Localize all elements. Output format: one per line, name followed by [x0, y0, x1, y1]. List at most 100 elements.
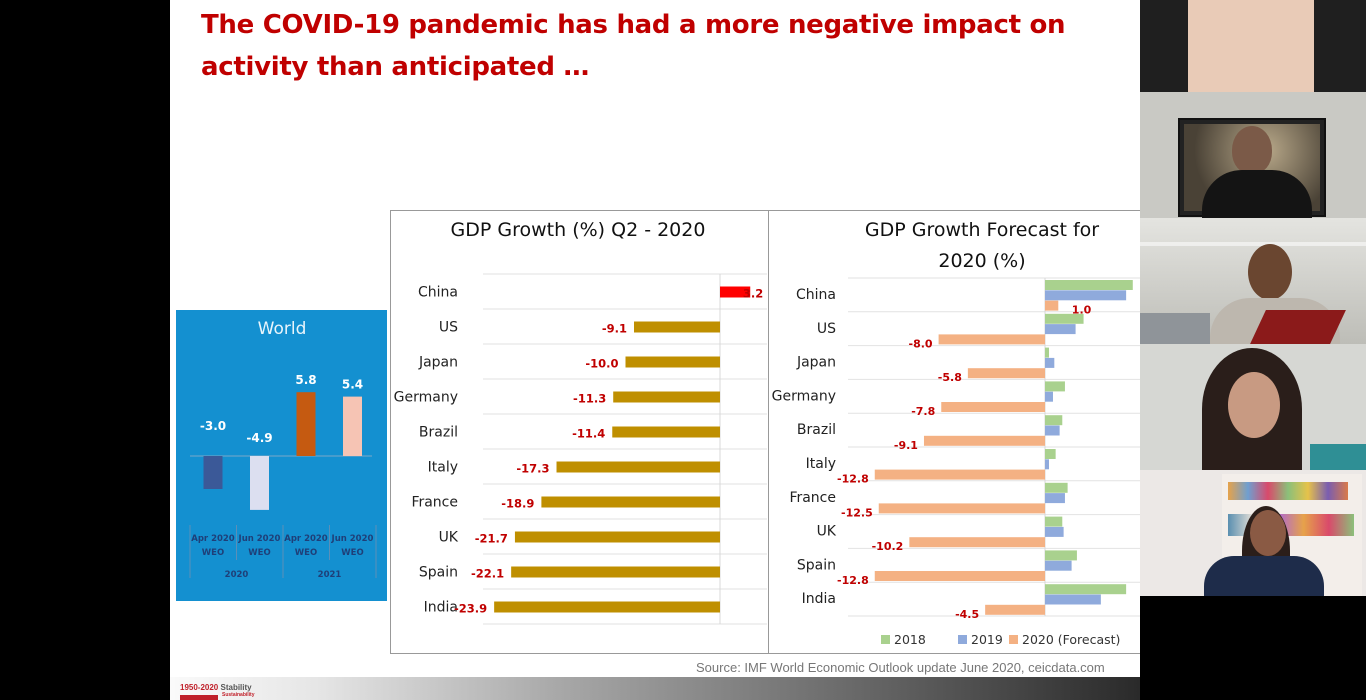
bar-2019 [1045, 290, 1127, 301]
participant-body [1204, 556, 1324, 596]
data-label: -18.9 [501, 497, 534, 511]
category-label: Brazil [419, 425, 458, 441]
bar-2018 [1045, 550, 1077, 561]
bar-2019 [1045, 391, 1053, 402]
bar-2019 [1045, 324, 1076, 335]
category-label: Brazil [797, 422, 836, 438]
world-growth-chart: World -3.0 Apr 2020 WEO -4.9 Jun 2020 WEO 5.8 Ap… [176, 310, 387, 601]
category-label: India [424, 600, 458, 616]
video-tile-participant-3[interactable] [1140, 344, 1366, 470]
category-label: Germany [772, 388, 836, 404]
bar-2019 [1045, 560, 1072, 571]
legend-label: 2020 (Forecast) [1022, 632, 1120, 647]
bar-2019 [1045, 459, 1049, 470]
bar-2018 [1045, 313, 1084, 324]
group-label: 2021 [318, 570, 342, 580]
tick-label: Jun 2020 [331, 534, 374, 544]
tick-label: Jun 2020 [238, 534, 281, 544]
bar-2018 [1045, 381, 1065, 392]
group-label: 2020 [225, 570, 249, 580]
data-label: -7.8 [911, 405, 935, 418]
participant-body [1202, 170, 1312, 218]
bar-2018 [1045, 280, 1133, 290]
gdp-q2-chart-panel: GDP Growth (%) Q2 - 2020 China 3.2 US -9.1 Ja… [390, 210, 769, 654]
category-label: China [796, 287, 836, 303]
participant-head [1232, 126, 1272, 174]
slide-title: The COVID-19 pandemic has had a more neg… [201, 4, 1101, 88]
bar [250, 456, 269, 510]
slide-title-line-2: activity than anticipated … [201, 52, 590, 82]
bar-2018 [1045, 347, 1049, 358]
participant-head [1248, 244, 1292, 300]
category-label: France [789, 490, 836, 506]
data-label: -21.7 [475, 532, 508, 546]
category-label: Italy [428, 460, 458, 476]
data-label: -12.5 [841, 506, 873, 519]
data-label: -9.1 [894, 439, 918, 452]
bar-2018 [1045, 516, 1063, 527]
data-label: -11.4 [572, 427, 605, 441]
bar-2019 [1045, 493, 1065, 504]
presentation-slide: The COVID-19 pandemic has had a more neg… [170, 0, 1140, 700]
category-label: China [418, 285, 458, 301]
bar-2020 [941, 402, 1045, 412]
bar-2018 [1045, 415, 1063, 426]
tick-label: WEO [295, 548, 317, 558]
footer-logo-sub: Sustainability [222, 692, 255, 698]
bar [720, 286, 751, 298]
tick-label: Apr 2020 [191, 534, 235, 544]
tick-label: Apr 2020 [284, 534, 328, 544]
category-label: Spain [797, 557, 836, 573]
bar [494, 601, 720, 613]
chart-title: 2020 (%) [938, 250, 1025, 272]
data-label: -17.3 [516, 462, 549, 476]
slide-title-line-1: The COVID-19 pandemic has had a more neg… [201, 10, 1066, 40]
data-label: -4.5 [955, 608, 979, 621]
bar-2018 [1045, 482, 1068, 493]
office-chairs [1140, 313, 1210, 344]
footer-logo-years: 1950-2020 [180, 683, 219, 692]
bar-2018 [1045, 584, 1127, 595]
category-label: Germany [394, 390, 458, 406]
bar-2020 [874, 469, 1045, 480]
bar-2020 [923, 435, 1045, 446]
participant-head [1250, 510, 1286, 556]
bar-2020 [967, 368, 1045, 379]
bar-2018 [1045, 449, 1056, 459]
gdp-forecast-chart-panel: GDP Growth Forecast for 2020 (%) China 1.0 U… [768, 210, 1140, 654]
video-tile-participant-1[interactable] [1140, 92, 1366, 218]
bar-2019 [1045, 594, 1101, 605]
video-tile-participant-2[interactable] [1140, 218, 1366, 344]
world-chart-svg: World -3.0 Apr 2020 WEO -4.9 Jun 2020 WEO 5.8 Ap… [189, 319, 377, 580]
video-tile-presenter[interactable] [1140, 0, 1366, 92]
video-tile-participant-4[interactable] [1140, 470, 1366, 596]
bar-2020 [938, 334, 1045, 345]
bar [296, 392, 316, 456]
data-label: -22.1 [471, 567, 504, 581]
chart-title: World [258, 319, 307, 339]
chair-back [1310, 444, 1366, 470]
category-label: Spain [419, 565, 458, 581]
bar [612, 426, 720, 438]
chart-title: GDP Growth Forecast for [865, 219, 1099, 241]
participant-head [1228, 372, 1280, 438]
category-label: UK [817, 524, 837, 540]
shared-screen-thumbnail [1188, 0, 1314, 92]
legend-label: 2019 [971, 632, 1003, 647]
legend-label: 2018 [894, 632, 926, 647]
category-label: US [439, 320, 458, 336]
bar [556, 461, 720, 473]
bar-2020 [909, 537, 1045, 548]
bar [634, 321, 720, 333]
bar [203, 456, 223, 489]
tick-label: WEO [248, 548, 270, 558]
gdp-forecast-chart-svg: GDP Growth Forecast for 2020 (%) China 1.0 U… [772, 219, 1140, 647]
data-label: 1.0 [1072, 304, 1092, 317]
bar-2020 [985, 604, 1045, 615]
bar-2019 [1045, 526, 1064, 537]
footer-logo: 1950-2020 Stability Sustainability [180, 683, 255, 698]
source-note: Source: IMF World Economic Outlook updat… [696, 660, 1105, 675]
data-label: -4.9 [246, 431, 272, 445]
data-label: -10.0 [585, 357, 618, 371]
category-label: US [817, 321, 836, 337]
